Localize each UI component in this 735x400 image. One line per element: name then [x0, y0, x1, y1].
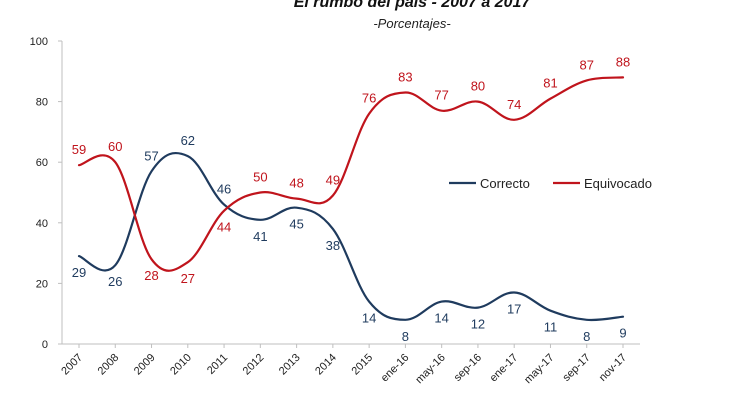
x-tick-label: sep-17	[561, 352, 593, 384]
data-label-equivocado: 50	[253, 170, 267, 185]
legend-label-correcto: Correcto	[480, 176, 530, 191]
y-tick-label: 20	[36, 278, 48, 290]
data-label-equivocado: 81	[543, 76, 557, 91]
data-label-correcto: 12	[471, 317, 485, 332]
data-label-equivocado: 28	[144, 268, 158, 283]
x-tick-label: sep-16	[452, 352, 484, 384]
x-tick-label: 2010	[168, 352, 194, 378]
series-line-correcto	[77, 152, 625, 322]
data-label-correcto: 62	[181, 133, 195, 148]
y-tick-label: 60	[36, 157, 48, 169]
data-label-correcto: 29	[72, 265, 86, 280]
chart-subtitle: -Porcentajes-	[373, 16, 451, 31]
data-label-correcto: 14	[362, 311, 376, 326]
data-label-correcto: 8	[402, 329, 409, 344]
data-label-equivocado: 49	[326, 173, 340, 188]
data-label-correcto: 8	[583, 329, 590, 344]
data-label-correcto: 14	[434, 311, 448, 326]
data-label-equivocado: 59	[72, 142, 86, 157]
data-label-equivocado: 48	[289, 176, 303, 191]
data-label-equivocado: 60	[108, 139, 122, 154]
chart-title: El rumbo del país - 2007 a 2017	[294, 0, 532, 11]
x-tick-label: 2014	[313, 352, 339, 378]
x-tick-label: 2011	[205, 352, 230, 377]
data-label-correcto: 38	[326, 238, 340, 253]
x-tick-label: may-16	[413, 352, 447, 386]
data-label-correcto: 41	[253, 229, 267, 244]
data-label-correcto: 9	[619, 326, 626, 341]
data-label-equivocado: 76	[362, 91, 376, 106]
x-tick-label: 2008	[96, 352, 122, 378]
x-tick-label: 2012	[241, 352, 267, 378]
data-label-equivocado: 27	[181, 271, 195, 286]
x-tick-label: nov-17	[597, 352, 629, 384]
data-label-correcto: 57	[144, 148, 158, 163]
series-line-equivocado	[77, 76, 625, 272]
y-tick-label: 0	[42, 339, 48, 351]
legend-label-equivocado: Equivocado	[584, 176, 652, 191]
data-label-correcto: 17	[507, 301, 521, 316]
x-tick-label: ene-17	[488, 352, 521, 385]
data-labels: 29 26 57 62 46 41 45 38 14 8 14 12 17 11 8 9 59 60 28 27 44 5…	[72, 54, 630, 343]
x-tick-label: ene-16	[379, 352, 412, 385]
y-tick-label: 40	[36, 218, 48, 230]
data-label-equivocado: 80	[471, 79, 485, 94]
x-tick-label: 2015	[349, 352, 375, 378]
legend: Correcto Equivocado	[449, 176, 652, 191]
data-label-correcto: 45	[289, 217, 303, 232]
series-lines	[77, 76, 625, 322]
data-label-equivocado: 87	[579, 57, 593, 72]
data-label-equivocado: 44	[217, 220, 231, 235]
data-label-correcto: 11	[544, 320, 558, 335]
x-tick-label: may-17	[522, 352, 556, 386]
data-label-equivocado: 83	[398, 70, 412, 85]
x-tick-label: 2009	[132, 352, 158, 378]
x-tick-label: 2007	[59, 352, 85, 378]
data-label-equivocado: 77	[434, 88, 448, 103]
y-tick-label: 100	[30, 36, 48, 48]
data-label-equivocado: 88	[616, 54, 630, 69]
y-tick-label: 80	[36, 97, 48, 109]
data-label-correcto: 26	[108, 274, 122, 289]
data-label-correcto: 46	[217, 182, 231, 197]
x-tick-label: 2013	[277, 352, 303, 378]
data-label-equivocado: 74	[507, 97, 521, 112]
